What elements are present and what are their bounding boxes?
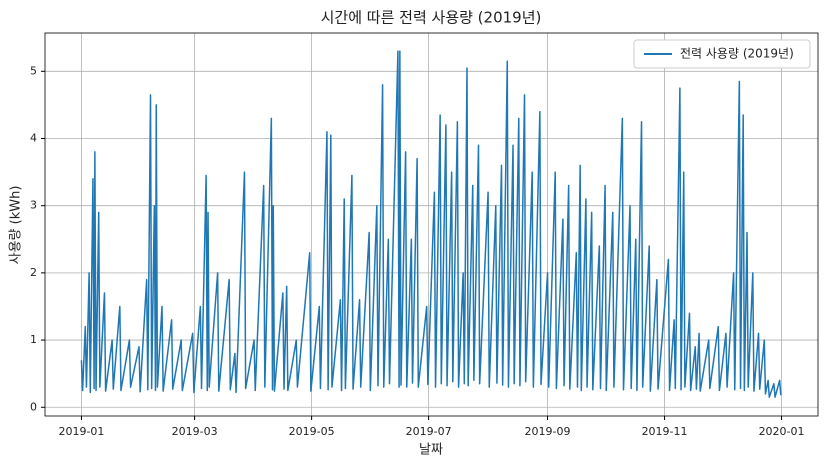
x-tick-label: 2019-05 — [289, 425, 335, 438]
chart-title: 시간에 따른 전력 사용량 (2019년) — [321, 9, 542, 27]
data-line — [80, 50, 782, 398]
y-tick-label: 2 — [30, 266, 37, 279]
x-tick-label: 2019-09 — [525, 425, 571, 438]
x-tick-label: 2019-01 — [58, 425, 104, 438]
x-tick-label: 2020-01 — [759, 425, 805, 438]
x-tick-label: 2019-07 — [406, 425, 452, 438]
legend-box — [633, 39, 811, 69]
y-axis-label: 사용량 (kWh) — [9, 186, 24, 265]
x-axis-label: 날짜 — [419, 443, 443, 458]
y-tick-label: 5 — [30, 64, 37, 77]
plot-frame — [44, 32, 819, 417]
y-tick-label: 4 — [30, 131, 37, 144]
y-tick-label: 1 — [30, 333, 37, 346]
legend-label: 전력 사용량 (2019년) — [680, 47, 794, 61]
y-tick-label: 3 — [30, 199, 37, 212]
x-tick-label: 2019-03 — [172, 425, 218, 438]
y-tick-label: 0 — [30, 400, 37, 413]
x-tick-label: 2019-11 — [642, 425, 688, 438]
